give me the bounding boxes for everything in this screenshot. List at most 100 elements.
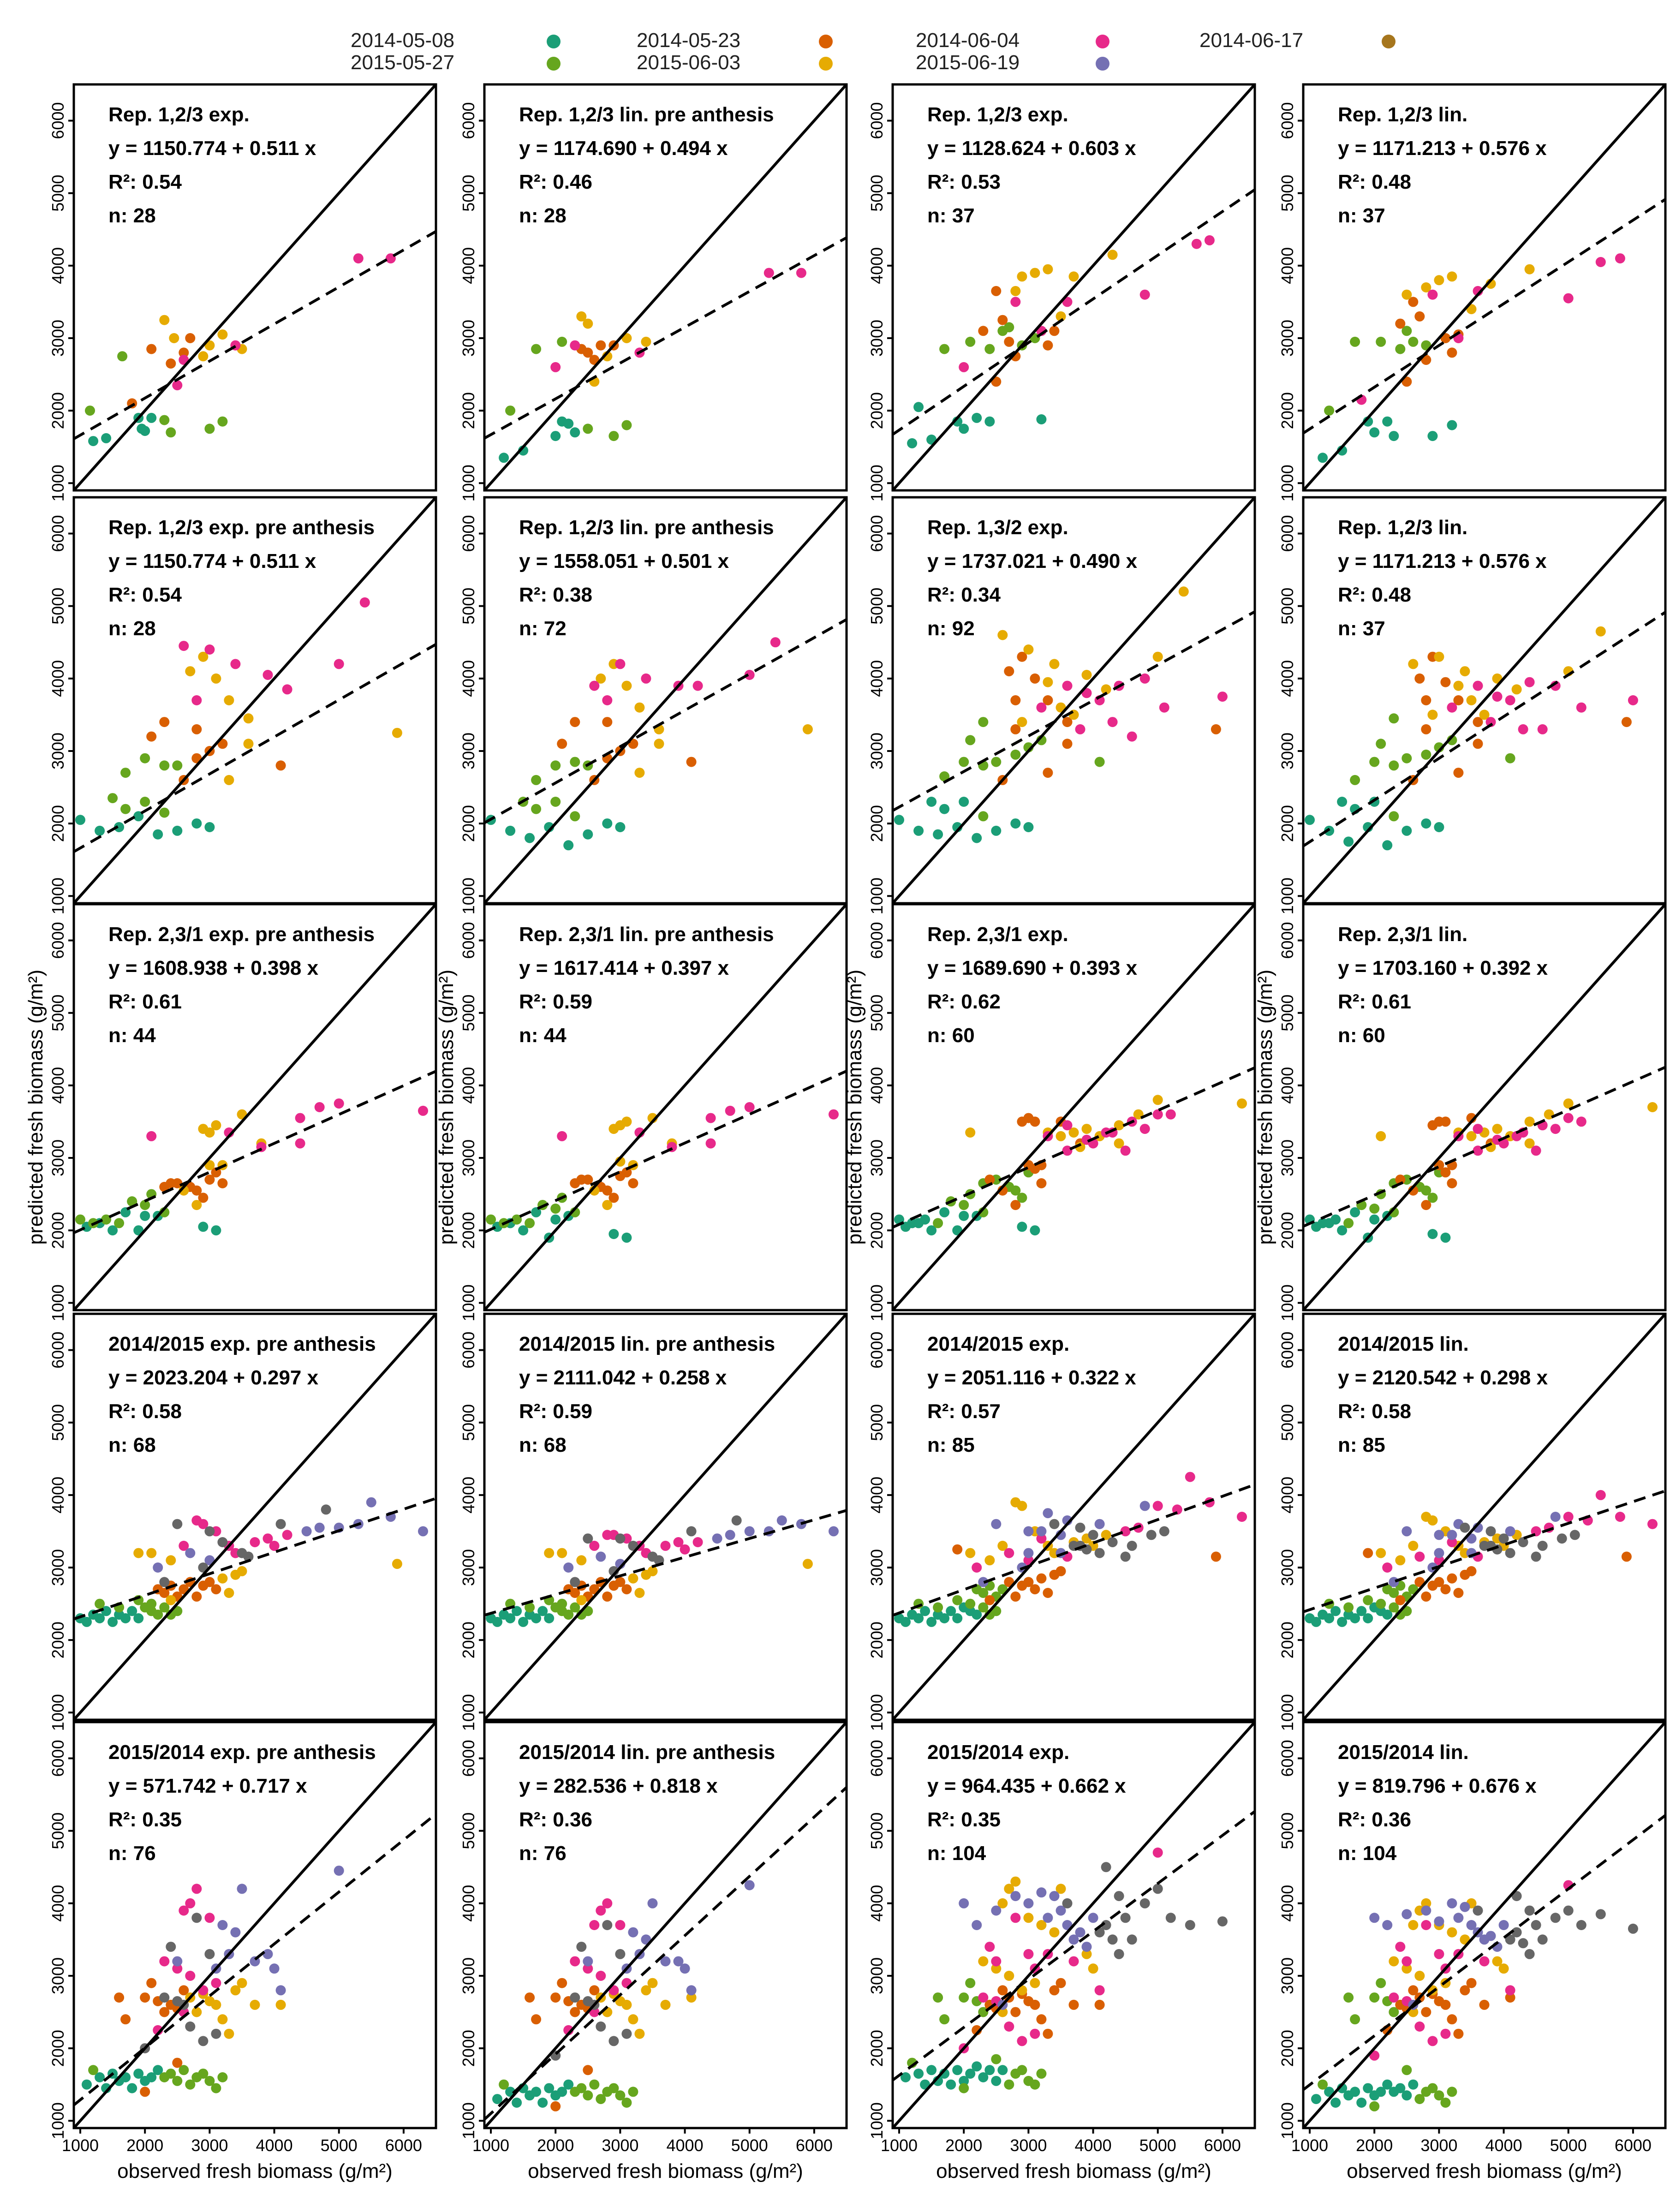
data-point (204, 1127, 215, 1138)
data-point (1036, 1887, 1047, 1898)
regression-equation: y = 1737.021 + 0.490 x (927, 550, 1138, 572)
data-point (217, 1178, 228, 1188)
data-point (997, 315, 1008, 325)
r-squared: R²: 0.54 (108, 171, 182, 193)
data-point (997, 1985, 1008, 1996)
data-point (946, 1606, 956, 1616)
plot-area (74, 497, 436, 903)
y-tick-label: 2000 (867, 1622, 886, 1658)
data-point (978, 326, 989, 336)
data-point (654, 739, 664, 749)
y-tick-label: 4000 (459, 660, 478, 697)
data-point (1036, 702, 1047, 713)
y-tick-label: 3000 (48, 320, 67, 357)
y-tick-label: 3000 (867, 1139, 886, 1176)
data-point (1004, 336, 1014, 347)
data-point (140, 753, 150, 763)
y-tick-label: 2000 (1278, 392, 1297, 429)
identity-line (74, 1314, 436, 1720)
regression-equation: y = 964.435 + 0.662 x (927, 1775, 1126, 1797)
identity-line (893, 1314, 1255, 1720)
data-point (1382, 1610, 1393, 1620)
data-point (1376, 739, 1386, 749)
y-tick-label: 3000 (459, 733, 478, 769)
data-point (1017, 1192, 1027, 1203)
regression-equation: y = 1171.213 + 0.576 x (1338, 550, 1547, 572)
data-point (978, 1588, 989, 1598)
data-point (275, 1999, 286, 2010)
y-tick-label: 4000 (48, 1885, 67, 1922)
data-point (978, 2072, 989, 2082)
y-tick-label: 2000 (459, 1622, 478, 1658)
data-point (191, 818, 202, 829)
legend-label-2014-06-04: 2014-06-04 (916, 29, 1020, 52)
data-point (1466, 695, 1477, 705)
data-point (1211, 724, 1221, 734)
r-squared: R²: 0.36 (1338, 1808, 1411, 1831)
y-tick-label: 2000 (48, 1622, 67, 1658)
sample-size: n: 85 (1338, 1434, 1385, 1456)
data-point (1010, 2007, 1021, 2017)
y-tick-label: 5000 (867, 175, 886, 212)
data-point (1114, 1891, 1124, 1902)
data-point (1030, 268, 1040, 278)
data-point (1414, 311, 1425, 322)
data-point (557, 2087, 567, 2097)
plot-area (1303, 1314, 1665, 1720)
data-point (1350, 2014, 1360, 2025)
data-point (550, 1214, 561, 1225)
data-point (1421, 749, 1431, 760)
data-point (1062, 680, 1073, 691)
data-point (217, 416, 228, 427)
x-tick-label: 5000 (1139, 2136, 1176, 2155)
data-point (1440, 2098, 1451, 2108)
data-point (907, 1218, 918, 1228)
data-point (1010, 297, 1021, 307)
plot-area (893, 84, 1255, 490)
scatter-panel: 2014/2015 exp. pre anthesis y = 2023.204 … (48, 1312, 437, 1731)
regression-equation: y = 1150.774 + 0.511 x (108, 550, 316, 572)
data-point (1376, 1978, 1386, 1988)
data-point (997, 1898, 1008, 1908)
data-point (107, 1225, 118, 1236)
data-point (984, 1595, 995, 1605)
data-point (1049, 326, 1060, 336)
y-tick-label: 6000 (459, 922, 478, 959)
data-point (583, 2090, 593, 2101)
data-point (1389, 713, 1399, 724)
sample-size: n: 76 (108, 1842, 156, 1865)
data-point (114, 1992, 125, 2003)
data-point (159, 415, 170, 425)
data-point (1518, 1537, 1528, 1547)
panels-grid: Rep. 1,2/3 exp. y = 1150.774 + 0.511 x R²:… (24, 83, 1667, 2182)
data-point (1485, 717, 1496, 727)
identity-line (1303, 904, 1665, 1310)
data-point (939, 1613, 950, 1623)
x-axis-title: observed fresh biomass (g/m²) (528, 2160, 803, 2182)
data-point (1094, 1548, 1105, 1558)
data-point (217, 1573, 228, 1584)
data-point (1211, 1551, 1221, 1562)
data-point (1036, 1178, 1047, 1188)
regression-line (1303, 1489, 1665, 1613)
data-point (997, 2065, 1008, 2075)
data-point (204, 1526, 215, 1537)
data-point (802, 724, 813, 734)
data-point (1447, 347, 1457, 358)
y-tick-label: 1000 (1278, 1284, 1297, 1321)
data-point (146, 344, 157, 354)
data-point (901, 2072, 911, 2082)
identity-line (1303, 84, 1665, 490)
data-point (602, 695, 613, 705)
data-point (1152, 1501, 1163, 1511)
y-tick-label: 2000 (1278, 1622, 1297, 1658)
data-point (686, 1526, 697, 1537)
data-point (1389, 811, 1399, 822)
regression-equation: y = 1128.624 + 0.603 x (927, 137, 1136, 160)
data-point (1337, 797, 1348, 807)
identity-line (1303, 497, 1665, 903)
data-point (1030, 1116, 1040, 1127)
data-point (1146, 1530, 1157, 1540)
data-point (1324, 405, 1335, 416)
data-point (576, 1175, 587, 1185)
